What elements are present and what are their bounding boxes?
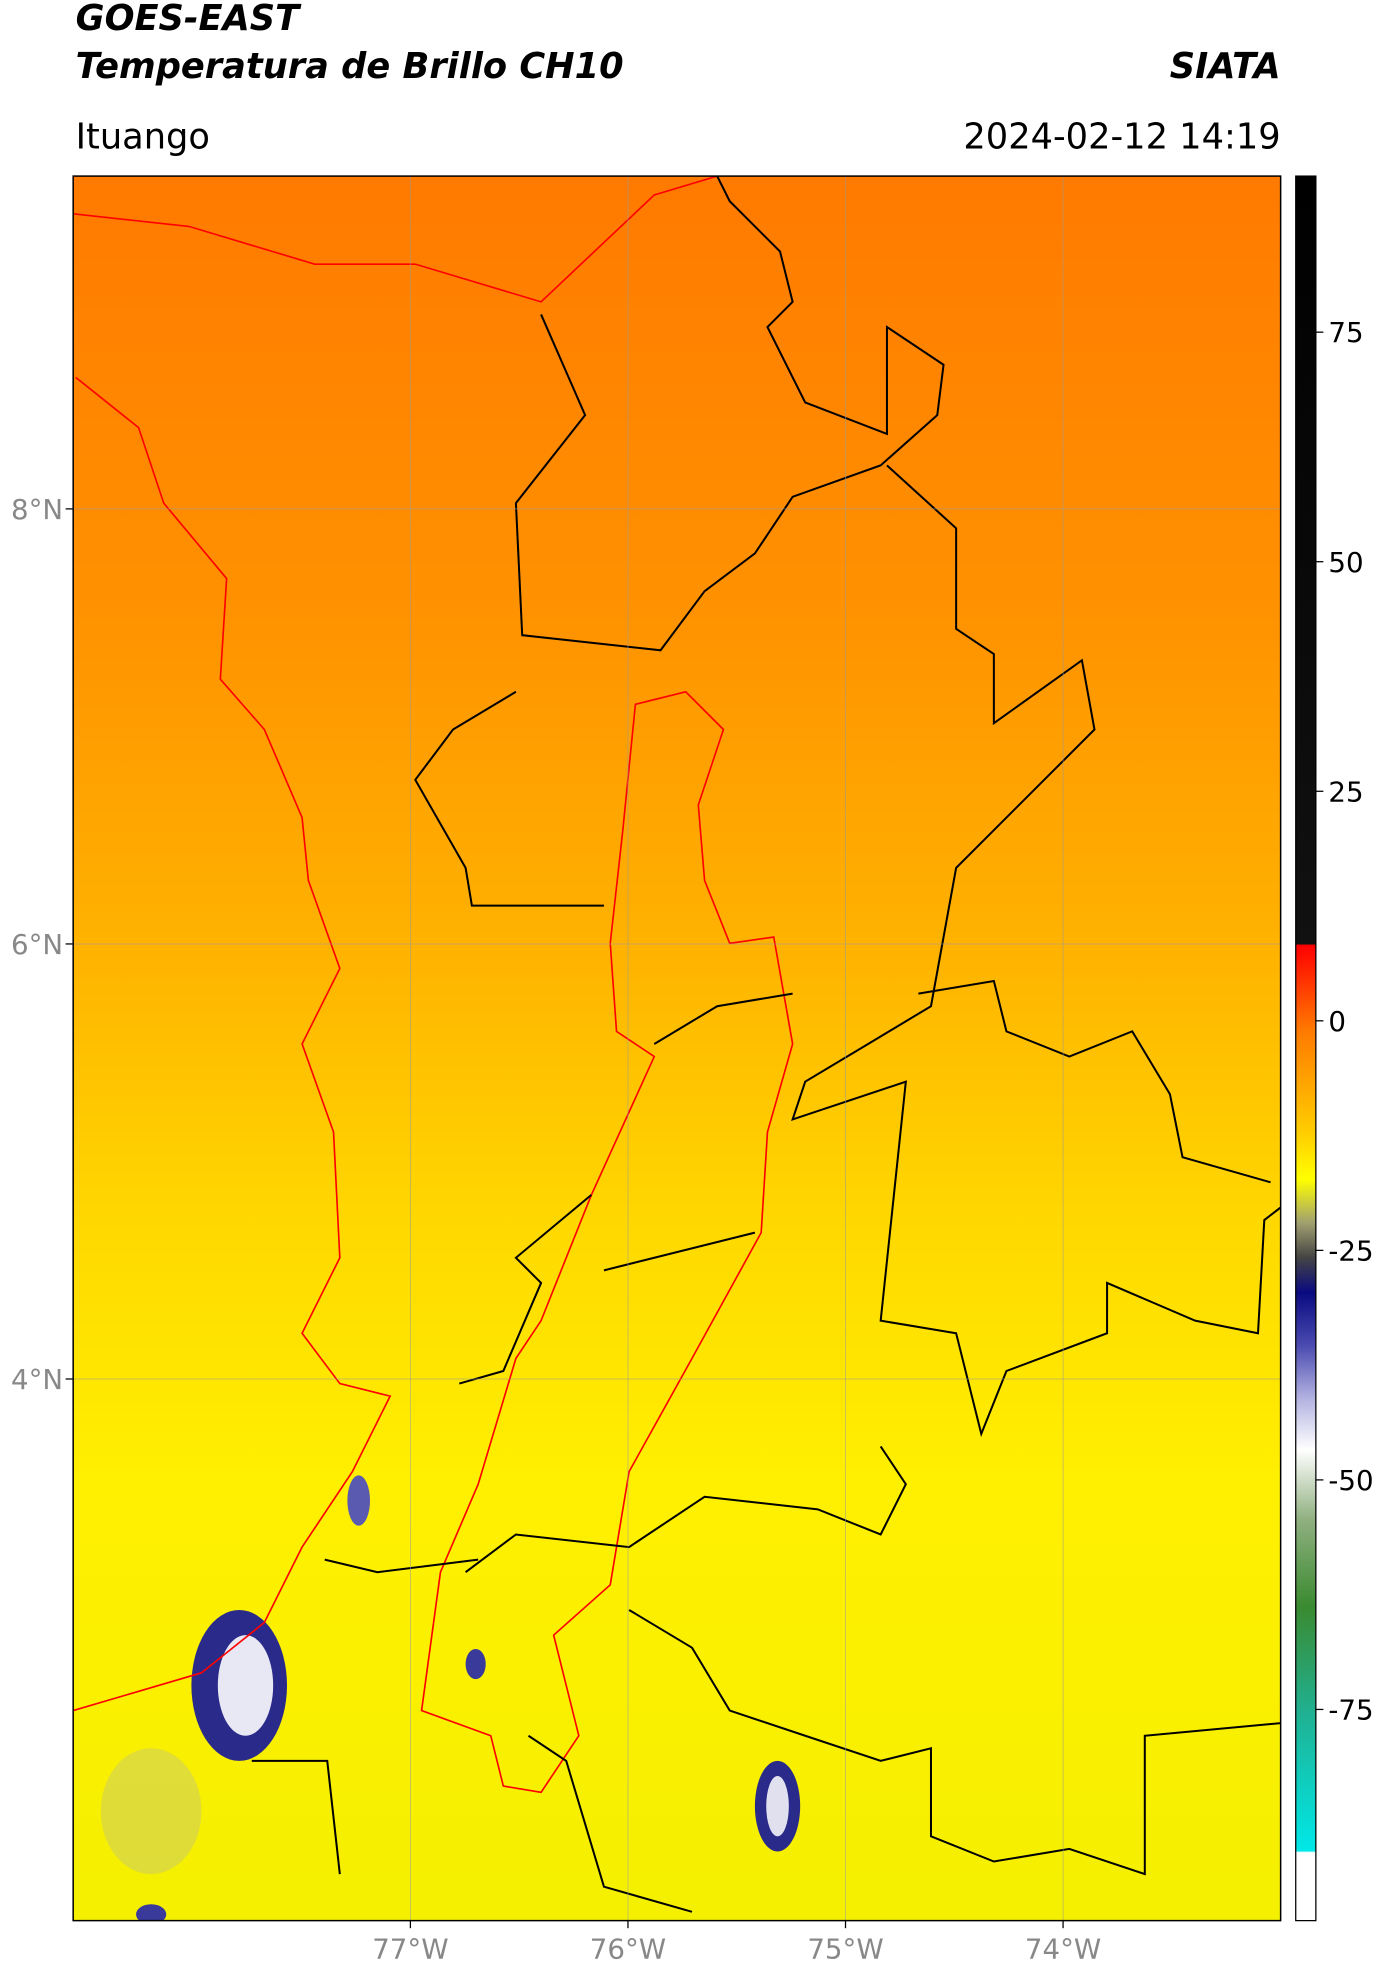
y-tick-label: 6°N xyxy=(11,928,63,961)
source: SIATA xyxy=(1170,46,1281,87)
colorbar-tick-label: 50 xyxy=(1328,546,1363,579)
colorbar xyxy=(1295,175,1317,1922)
colorbar-tick-label: 25 xyxy=(1328,775,1363,808)
colorbar-tick-label: -75 xyxy=(1328,1694,1373,1727)
coastline xyxy=(73,176,718,1712)
map-background xyxy=(73,176,1281,1921)
grid xyxy=(73,176,1281,1921)
x-tick-label: 74°W xyxy=(1025,1932,1101,1965)
location: Ituango xyxy=(76,116,210,157)
map xyxy=(73,176,1281,1921)
map-frame xyxy=(72,175,1282,1922)
y-tick-label: 8°N xyxy=(11,493,63,526)
x-tick-label: 77°W xyxy=(372,1932,448,1965)
admin-border xyxy=(251,176,1281,1913)
cloud xyxy=(136,1904,167,1921)
y-tick-label: 4°N xyxy=(11,1363,63,1396)
timestamp: 2024-02-12 14:19 xyxy=(963,116,1280,157)
cloud xyxy=(347,1475,371,1526)
x-tick-label: 75°W xyxy=(807,1932,883,1965)
colorbar-tick-label: -25 xyxy=(1328,1234,1373,1267)
cloud xyxy=(766,1775,789,1837)
cloud xyxy=(465,1648,486,1680)
axes: 77°W 76°W 75°W 74°W 8°N 6°N 4°N xyxy=(11,493,1101,1965)
title: GOES-EAST xyxy=(76,0,302,39)
region-outline xyxy=(420,690,794,1794)
cloud-cells xyxy=(100,1475,801,1921)
subtitle: Temperatura de Brillo CH10 xyxy=(76,46,624,87)
x-tick-label: 76°W xyxy=(590,1932,666,1965)
colorbar-ticks: 75 50 25 0 -25 -50 -75 xyxy=(1315,316,1374,1727)
colorbar-tick-label: 75 xyxy=(1328,316,1363,349)
cloud xyxy=(100,1748,202,1875)
colorbar-tick-label: 0 xyxy=(1328,1005,1346,1038)
cloud xyxy=(217,1635,274,1736)
colorbar-tick-label: -50 xyxy=(1328,1464,1373,1497)
borders xyxy=(73,176,1281,1913)
